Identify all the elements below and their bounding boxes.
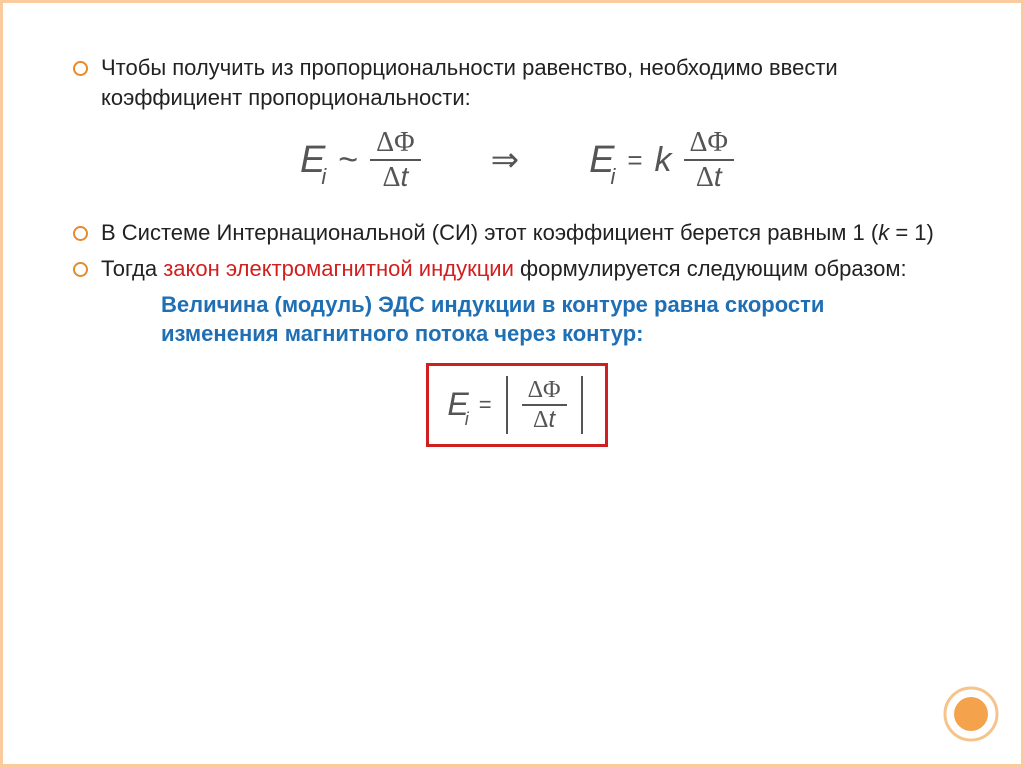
sym-tilde: ~ bbox=[338, 141, 358, 180]
sym-eq: = bbox=[627, 145, 642, 176]
bullet-3-b: формулируется следующим образом: bbox=[514, 256, 907, 281]
boxed-formula: Ei = ΔΦ Δt bbox=[426, 363, 607, 447]
bullet-2-a: В Системе Интернациональной (СИ) этот ко… bbox=[101, 220, 878, 245]
bullet-list: Чтобы получить из пропорциональности рав… bbox=[73, 53, 961, 112]
bullet-2: В Системе Интернациональной (СИ) этот ко… bbox=[73, 218, 961, 248]
bullet-1: Чтобы получить из пропорциональности рав… bbox=[73, 53, 961, 112]
corner-circle-icon bbox=[941, 684, 1001, 744]
sym-sub-i: i bbox=[321, 164, 326, 189]
sym-k: k bbox=[655, 141, 672, 180]
frac-dphi-dt-abs: ΔΦ Δt bbox=[522, 376, 567, 434]
slide-content: Чтобы получить из пропорциональности рав… bbox=[73, 53, 961, 447]
bullet-2-k: k bbox=[878, 220, 889, 245]
formula-proportional: Ei ~ ΔΦ Δt bbox=[300, 126, 421, 194]
bullet-list-2: В Системе Интернациональной (СИ) этот ко… bbox=[73, 218, 961, 283]
formula-row-1: Ei ~ ΔΦ Δt ⇒ Ei = k ΔΦ Δt bbox=[73, 126, 961, 194]
bullet-1-text: Чтобы получить из пропорциональности рав… bbox=[101, 55, 838, 110]
bullet-3: Тогда закон электромагнитной индукции фо… bbox=[73, 254, 961, 284]
law-statement: Величина (модуль) ЭДС индукции в контуре… bbox=[161, 290, 901, 349]
abs-bar-right bbox=[581, 376, 583, 434]
boxed-formula-wrap: Ei = ΔΦ Δt bbox=[73, 363, 961, 447]
sym-implies: ⇒ bbox=[491, 140, 520, 180]
bullet-3-red: закон электромагнитной индукции bbox=[163, 256, 514, 281]
bullet-3-a: Тогда bbox=[101, 256, 163, 281]
frac-dphi-dt-1: ΔΦ Δt bbox=[370, 126, 420, 194]
bullet-2-b: = 1) bbox=[889, 220, 934, 245]
frac-dphi-dt-2: ΔΦ Δt bbox=[684, 126, 734, 194]
abs-bar-left bbox=[506, 376, 508, 434]
slide-frame: Чтобы получить из пропорциональности рав… bbox=[0, 0, 1024, 767]
formula-with-k: Ei = k ΔΦ Δt bbox=[589, 126, 734, 194]
